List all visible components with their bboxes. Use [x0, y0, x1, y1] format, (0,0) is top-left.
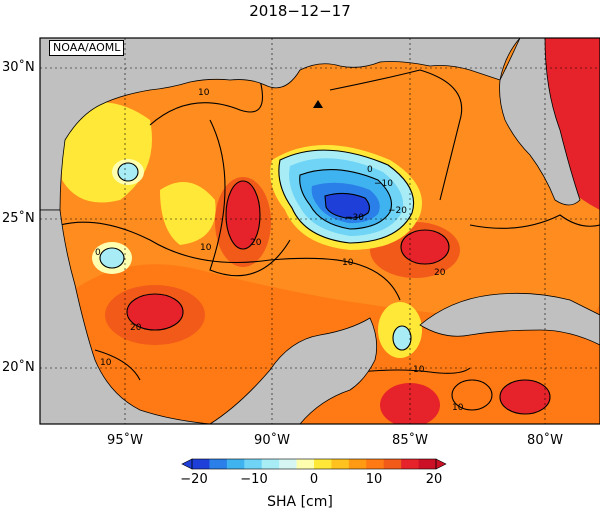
colorbar-swatch — [348, 459, 367, 469]
colorbar-swatch — [261, 459, 280, 469]
colorbar-swatch — [383, 459, 402, 469]
lat-label-30n: 30˚N — [2, 60, 35, 75]
us-gulf-coast — [40, 38, 521, 211]
colorbar-swatch — [366, 459, 385, 469]
lon-label-85w: 85˚W — [392, 433, 428, 448]
contour-label: 20 — [250, 238, 262, 248]
contour-label: 10 — [342, 258, 354, 268]
colorbar-tick: 0 — [309, 472, 319, 487]
land — [40, 38, 600, 424]
contour-label: −20 — [388, 206, 407, 216]
station-marker — [313, 100, 323, 108]
colorbar — [181, 458, 447, 470]
lat-label-25n: 25˚N — [2, 211, 35, 226]
colorbar-swatch — [401, 459, 420, 469]
cyan-blob-gulf — [100, 248, 124, 268]
cyan-blob-95w — [118, 163, 138, 181]
yucatan — [209, 317, 378, 424]
colorbar-tick: 10 — [365, 472, 383, 487]
eddy-93w-core — [127, 294, 183, 330]
lon-label-90w: 90˚W — [254, 433, 290, 448]
contour-label: 10 — [413, 365, 425, 375]
eddy-84w-core — [401, 230, 449, 264]
colorbar-tick: −10 — [240, 472, 268, 487]
credit-label: NOAA/AOML — [49, 40, 125, 56]
contour-label: 10 — [200, 243, 212, 253]
contour-label: −10 — [374, 179, 393, 189]
map-frame — [39, 37, 600, 425]
contour-label: 0 — [95, 248, 101, 258]
contour-label: 20 — [130, 323, 142, 333]
lon-label-80w: 80˚W — [527, 433, 563, 448]
colorbar-swatch — [244, 459, 263, 469]
graticule — [40, 38, 600, 424]
contour-label: 20 — [434, 268, 446, 278]
contour-label: 0 — [367, 165, 373, 175]
colorbar-swatch — [418, 459, 437, 469]
colorbar-swatch — [331, 459, 350, 469]
yellow-shelf-mid — [160, 182, 216, 245]
lon-label-95w: 95˚W — [107, 433, 143, 448]
colorbar-max-arrow — [435, 458, 447, 470]
contour-label: 10 — [100, 358, 112, 368]
colorbar-swatch — [192, 459, 210, 469]
colorbar-swatch — [314, 459, 332, 469]
colorbar-swatch — [209, 459, 228, 469]
colorbar-tick: 20 — [425, 472, 443, 487]
mexico-west — [40, 209, 211, 424]
colorbar-swatch — [296, 459, 315, 469]
colorbar-tick: −20 — [180, 472, 208, 487]
map-title: 2018−12−17 — [249, 2, 351, 20]
contour-label: −30 — [345, 213, 364, 223]
colorbar-frame — [191, 458, 437, 470]
colorbar-min-arrow — [181, 458, 193, 470]
colorbar-label: SHA [cm] — [267, 494, 333, 510]
contour-label: 10 — [452, 403, 464, 413]
colorbar-swatch — [279, 459, 298, 469]
contour-label: 10 — [198, 88, 210, 98]
eddy-east — [500, 380, 550, 414]
eddy-91w-core — [226, 181, 260, 249]
eddy-yucatan-core — [393, 326, 411, 350]
florida — [499, 38, 581, 206]
colorbar-swatch — [226, 459, 245, 469]
contour-lines — [59, 69, 600, 415]
lat-label-20n: 20˚N — [2, 360, 35, 375]
